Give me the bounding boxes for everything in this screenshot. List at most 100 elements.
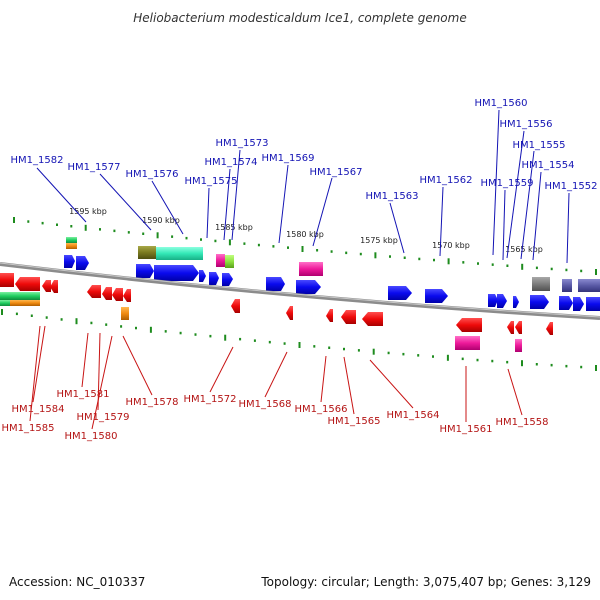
reverse-gene-label[interactable]: HM1_1584 (12, 404, 65, 415)
inner-tick (209, 334, 212, 338)
feature-green (0, 292, 40, 300)
gene-arrow (296, 280, 321, 294)
gene-arrow (42, 280, 51, 292)
gene-arrow (456, 318, 482, 332)
feature-magenta (515, 339, 522, 352)
reverse-leader-line (32, 325, 46, 403)
inner-tick (60, 318, 63, 321)
outer-tick (257, 243, 260, 247)
outer-tick (447, 258, 450, 265)
forward-leader-line (312, 177, 333, 247)
reverse-gene-label[interactable]: HM1_1568 (239, 399, 292, 410)
outer-tick (359, 252, 362, 256)
gene-arrow (102, 287, 112, 300)
scale-label: 1575 kbp (360, 236, 398, 245)
reverse-leader-line (29, 325, 41, 422)
reverse-gene-label[interactable]: HM1_1580 (65, 431, 118, 442)
gene-arrow (425, 289, 448, 303)
inner-tick (283, 342, 286, 345)
inner-tick (313, 345, 316, 348)
feature-slate (562, 279, 572, 292)
reverse-leader-line (264, 351, 288, 398)
forward-gene-label[interactable]: HM1_1562 (420, 175, 473, 186)
forward-gene-label[interactable]: HM1_1556 (500, 119, 553, 130)
outer-tick (27, 220, 30, 223)
outer-tick (243, 242, 246, 245)
reverse-gene-label[interactable]: HM1_1561 (440, 424, 493, 435)
forward-gene-label[interactable]: HM1_1574 (205, 157, 258, 168)
inner-tick (15, 312, 18, 316)
reverse-leader-line (209, 346, 234, 393)
inner-tick (506, 360, 509, 364)
outer-tick (580, 269, 583, 273)
reverse-gene-label[interactable]: HM1_1564 (387, 410, 440, 421)
reverse-leader-line (122, 335, 153, 396)
forward-gene-label[interactable]: HM1_1563 (366, 191, 419, 202)
outer-tick (316, 249, 319, 252)
forward-gene-label[interactable]: HM1_1567 (310, 167, 363, 178)
gene-arrow (507, 321, 514, 334)
reverse-gene-label[interactable]: HM1_1579 (77, 412, 130, 423)
outer-tick (418, 257, 421, 261)
forward-gene-label[interactable]: HM1_1559 (481, 178, 534, 189)
gene-arrow (112, 288, 123, 301)
outer-tick (200, 238, 202, 241)
reverse-leader-line (369, 359, 414, 409)
reverse-gene-label[interactable]: HM1_1566 (295, 404, 348, 415)
gene-arrow (231, 299, 240, 313)
outer-tick (462, 261, 465, 264)
inner-tick (476, 358, 479, 362)
reverse-leader-line (343, 356, 355, 415)
inner-tick (461, 357, 464, 361)
gene-arrow (123, 289, 131, 302)
inner-tick (550, 363, 553, 367)
forward-gene-label[interactable]: HM1_1576 (126, 169, 179, 180)
gene-arrow (136, 264, 154, 278)
inner-tick (120, 325, 123, 328)
forward-gene-label[interactable]: HM1_1555 (513, 140, 566, 151)
reverse-gene-label[interactable]: HM1_1585 (2, 423, 55, 434)
forward-gene-label[interactable]: HM1_1577 (68, 162, 121, 173)
outer-tick (84, 224, 87, 231)
outer-tick (214, 239, 217, 243)
scale-labels: 1595 kbp 1590 kbp 1585 kbp 1580 kbp 1575 kbp… (69, 207, 543, 254)
outer-tick (521, 263, 524, 270)
reverse-gene-label[interactable]: HM1_1578 (126, 397, 179, 408)
outer-tick (142, 232, 145, 235)
gene-arrow (50, 280, 58, 293)
forward-gene-label[interactable]: HM1_1569 (262, 153, 315, 164)
outer-tick (477, 262, 479, 265)
outer-tick (287, 246, 289, 249)
forward-gene-label[interactable]: HM1_1554 (522, 160, 575, 171)
outer-tick (13, 217, 15, 223)
forward-gene-label[interactable]: HM1_1552 (545, 181, 598, 192)
forward-gene-label[interactable]: HM1_1582 (11, 155, 64, 166)
forward-leader-line (36, 167, 87, 223)
reverse-gene-label[interactable]: HM1_1565 (328, 416, 381, 427)
outer-tick (550, 267, 553, 271)
gene-arrow (286, 306, 293, 320)
outer-tick (345, 251, 348, 255)
feature-magenta (216, 254, 225, 267)
gene-arrow (222, 273, 233, 286)
outer-tick (389, 255, 391, 258)
inner-tick (194, 333, 197, 336)
reverse-gene-label[interactable]: HM1_1581 (57, 389, 110, 400)
forward-gene-label[interactable]: HM1_1573 (216, 138, 269, 149)
outer-tick (56, 223, 58, 226)
forward-leader-line (492, 109, 500, 256)
gene-arrow (266, 277, 285, 291)
forward-gene-label[interactable]: HM1_1560 (475, 98, 528, 109)
outer-tick (272, 245, 275, 248)
inner-tick (387, 351, 390, 355)
reverse-gene-label[interactable]: HM1_1558 (496, 417, 549, 428)
gene-arrow (586, 297, 600, 311)
forward-leader-line (151, 180, 184, 235)
forward-strand-features (64, 237, 600, 311)
reverse-gene-label[interactable]: HM1_1572 (184, 394, 237, 405)
inner-tick (580, 365, 583, 369)
forward-gene-label[interactable]: HM1_1575 (185, 176, 238, 187)
inner-tick (446, 354, 449, 361)
feature-magenta (299, 262, 323, 276)
outer-tick (403, 256, 406, 259)
